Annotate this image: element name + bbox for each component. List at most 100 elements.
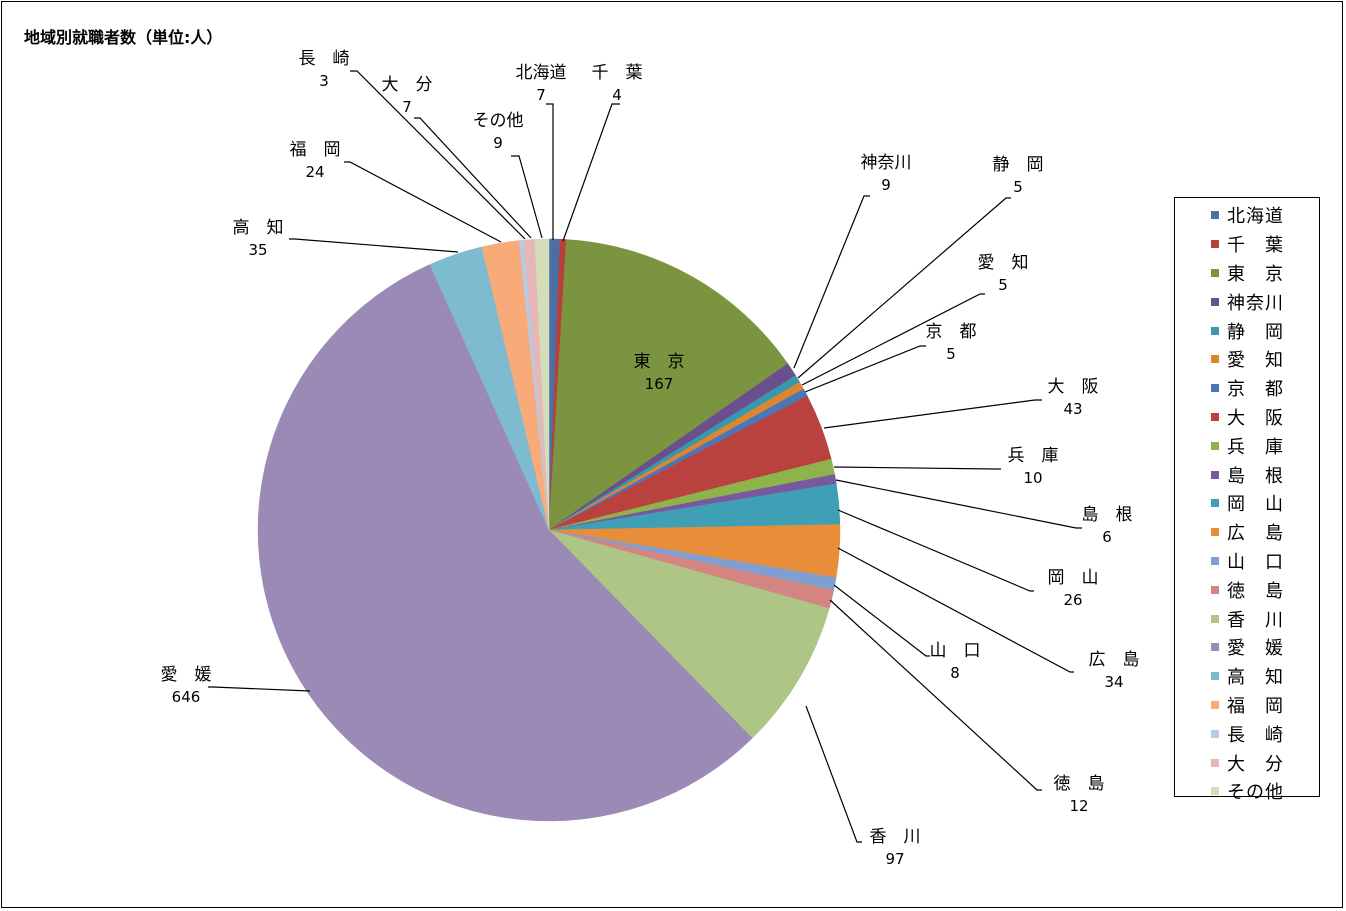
slice-label-4: 静 岡 — [993, 155, 1044, 175]
slice-value-13: 12 — [1069, 797, 1088, 815]
legend-label: 兵 庫 — [1227, 436, 1284, 458]
legend-swatch — [1211, 268, 1219, 277]
legend-item-3: 神奈川 — [1175, 287, 1319, 316]
legend-item-18: 長 崎 — [1175, 719, 1319, 748]
slice-value-6: 5 — [946, 345, 956, 363]
legend-label: その他 — [1227, 782, 1284, 804]
legend-label: 京 都 — [1227, 379, 1284, 401]
slice-label-0: 北海道 — [516, 63, 567, 83]
leader-line-10 — [837, 509, 1034, 592]
slice-label-16: 高 知 — [233, 218, 284, 238]
slice-value-1: 4 — [612, 86, 622, 104]
leader-line-12 — [833, 584, 930, 657]
legend-swatch — [1211, 240, 1219, 249]
legend-swatch — [1211, 643, 1219, 652]
legend-swatch — [1211, 470, 1219, 479]
data-labels: 北海道 7 千 葉 4 東 京 167 神奈川 9 静 岡 5 愛 知 5 京 都 5 大 阪 43 兵 庫 10… — [161, 49, 1140, 868]
slice-label-7: 大 阪 — [1048, 377, 1099, 397]
legend-item-17: 福 岡 — [1175, 691, 1319, 720]
leader-line-13 — [829, 599, 1042, 791]
slice-value-18: 3 — [319, 72, 329, 90]
legend-swatch — [1211, 326, 1219, 335]
slice-label-12: 山 口 — [930, 641, 981, 661]
legend-swatch — [1211, 355, 1219, 364]
legend-label: 広 島 — [1227, 523, 1284, 545]
legend-item-4: 静 岡 — [1175, 316, 1319, 345]
leader-line-5 — [801, 293, 985, 386]
legend-label: 高 知 — [1227, 667, 1284, 689]
leader-line-19 — [414, 117, 532, 239]
legend-item-10: 岡 山 — [1175, 489, 1319, 518]
slice-label-1: 千 葉 — [592, 63, 643, 83]
slice-value-15: 646 — [172, 688, 201, 706]
legend-swatch — [1211, 412, 1219, 421]
leader-line-7 — [823, 399, 1042, 429]
slice-label-19: 大 分 — [382, 75, 433, 95]
legend-label: 東 京 — [1227, 263, 1284, 285]
slice-label-8: 兵 庫 — [1008, 446, 1059, 466]
slice-value-3: 9 — [881, 176, 891, 194]
legend-label: 山 口 — [1227, 551, 1284, 573]
slice-value-14: 97 — [885, 850, 904, 868]
slice-value-10: 26 — [1063, 591, 1082, 609]
legend-label: 岡 山 — [1227, 494, 1284, 516]
pie-slice-2 — [548, 239, 789, 531]
slice-value-17: 24 — [305, 163, 324, 181]
leader-lines — [208, 70, 1082, 843]
legend-swatch — [1211, 528, 1219, 537]
slice-value-19: 7 — [402, 98, 412, 116]
slice-label-14: 香 川 — [870, 827, 921, 847]
leader-line-9 — [835, 479, 1082, 529]
leader-line-1 — [562, 103, 620, 242]
slice-value-2: 167 — [645, 375, 674, 393]
legend-item-0: 北海道 — [1175, 201, 1319, 230]
legend-label: 愛 知 — [1227, 350, 1284, 372]
slice-label-6: 京 都 — [926, 322, 977, 342]
legend-swatch — [1211, 700, 1219, 709]
slice-value-20: 9 — [493, 134, 503, 152]
legend-swatch — [1211, 499, 1219, 508]
slice-label-2: 東 京 — [634, 352, 685, 372]
slice-value-9: 6 — [1102, 528, 1112, 546]
slice-value-7: 43 — [1063, 400, 1082, 418]
leader-line-11 — [837, 547, 1074, 673]
leader-line-8 — [833, 466, 1001, 470]
slice-label-11: 広 島 — [1089, 650, 1140, 670]
slice-label-3: 神奈川 — [861, 153, 912, 173]
legend-label: 福 岡 — [1227, 695, 1284, 717]
leader-line-17 — [344, 161, 502, 243]
slice-label-17: 福 岡 — [290, 140, 341, 160]
slice-value-12: 8 — [950, 664, 960, 682]
slice-label-10: 岡 山 — [1048, 568, 1099, 588]
slice-value-8: 10 — [1023, 469, 1042, 487]
legend-label: 香 川 — [1227, 609, 1284, 631]
leader-line-14 — [805, 705, 862, 843]
slice-value-5: 5 — [998, 276, 1008, 294]
legend-item-13: 徳 島 — [1175, 575, 1319, 604]
slice-label-20: その他 — [473, 111, 524, 131]
legend-label: 北海道 — [1227, 206, 1284, 228]
chart-title: 地域別就職者数（単位:人） — [24, 28, 223, 47]
legend-item-16: 高 知 — [1175, 662, 1319, 691]
legend-swatch — [1211, 787, 1219, 796]
legend-item-8: 兵 庫 — [1175, 431, 1319, 460]
leader-line-16 — [289, 238, 459, 253]
legend-item-6: 京 都 — [1175, 374, 1319, 403]
pie-slices — [257, 238, 841, 822]
legend-swatch — [1211, 211, 1219, 220]
slice-label-5: 愛 知 — [978, 253, 1029, 273]
slice-value-0: 7 — [536, 86, 546, 104]
slice-label-13: 徳 島 — [1054, 774, 1105, 794]
legend-swatch — [1211, 384, 1219, 393]
legend-label: 大 分 — [1227, 753, 1284, 775]
legend-swatch — [1211, 758, 1219, 767]
leader-line-6 — [804, 345, 926, 393]
legend-swatch — [1211, 297, 1219, 306]
legend-item-2: 東 京 — [1175, 259, 1319, 288]
legend-label: 長 崎 — [1227, 724, 1284, 746]
legend-item-5: 愛 知 — [1175, 345, 1319, 374]
leader-line-3 — [793, 195, 870, 369]
legend-item-12: 山 口 — [1175, 547, 1319, 576]
leader-line-0 — [546, 103, 554, 240]
legend-swatch — [1211, 672, 1219, 681]
